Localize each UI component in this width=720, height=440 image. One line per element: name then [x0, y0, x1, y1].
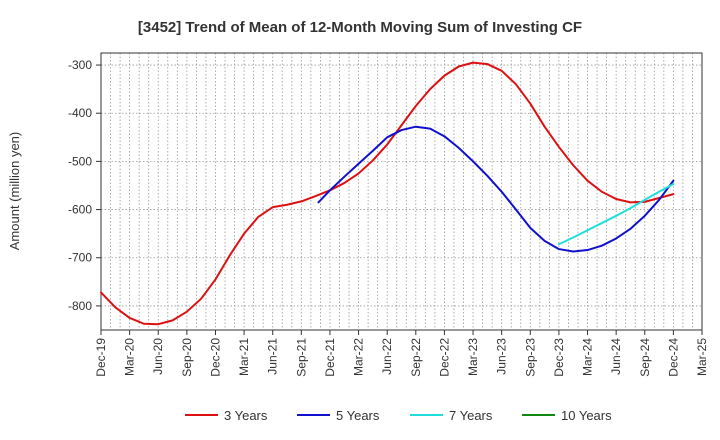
x-tick-label: Mar-25	[695, 338, 709, 376]
legend-label: 3 Years	[224, 408, 268, 423]
x-tick-label: Dec-23	[552, 338, 566, 377]
x-tick-label: Jun-23	[495, 338, 509, 375]
plot-frame	[100, 52, 703, 331]
y-axis-label: Amount (million yen)	[7, 132, 22, 251]
series-lines	[100, 61, 675, 326]
y-axis: -300 -400 -500 -600 -700 -800	[68, 58, 101, 313]
x-tick-label: Sep-22	[409, 338, 423, 377]
x-tick-label: Sep-21	[294, 338, 308, 377]
y-tick-label: -400	[68, 106, 92, 120]
x-tick-label: Mar-22	[352, 338, 366, 376]
x-tick-label: Dec-24	[666, 338, 680, 377]
series-line-7-years	[557, 183, 675, 246]
legend-label: 7 Years	[449, 408, 493, 423]
x-tick-label: Sep-23	[523, 338, 537, 377]
y-tick-label: -600	[68, 203, 92, 217]
x-tick-label: Dec-19	[94, 338, 108, 377]
x-tick-label: Jun-22	[380, 338, 394, 375]
x-tick-label: Mar-24	[581, 338, 595, 376]
y-tick-label: -700	[68, 251, 92, 265]
series-line-5-years	[317, 125, 675, 253]
x-tick-label: Jun-24	[609, 338, 623, 375]
x-tick-label: Mar-20	[123, 338, 137, 376]
series-line-3-years	[100, 61, 675, 326]
legend: 3 Years 5 Years 7 Years 10 Years	[185, 408, 612, 423]
x-tick-label: Jun-20	[151, 338, 165, 375]
x-tick-label: Dec-20	[208, 338, 222, 377]
chart-title: [3452] Trend of Mean of 12-Month Moving …	[138, 19, 582, 36]
x-tick-label: Jun-21	[266, 338, 280, 375]
x-tick-label: Sep-24	[638, 338, 652, 377]
x-tick-label: Dec-22	[437, 338, 451, 377]
x-axis: Dec-19 Mar-20 Jun-20 Sep-20 Dec-20 Mar-21 Jun-…	[94, 330, 709, 377]
y-tick-label: -500	[68, 154, 92, 168]
y-tick-label: -300	[68, 58, 92, 72]
x-tick-label: Mar-21	[237, 338, 251, 376]
y-tick-label: -800	[68, 299, 92, 313]
x-tick-label: Mar-23	[466, 338, 480, 376]
x-tick-label: Sep-20	[180, 338, 194, 377]
grid	[101, 53, 702, 330]
x-tick-label: Dec-21	[323, 338, 337, 377]
legend-label: 10 Years	[561, 408, 612, 423]
legend-label: 5 Years	[336, 408, 380, 423]
